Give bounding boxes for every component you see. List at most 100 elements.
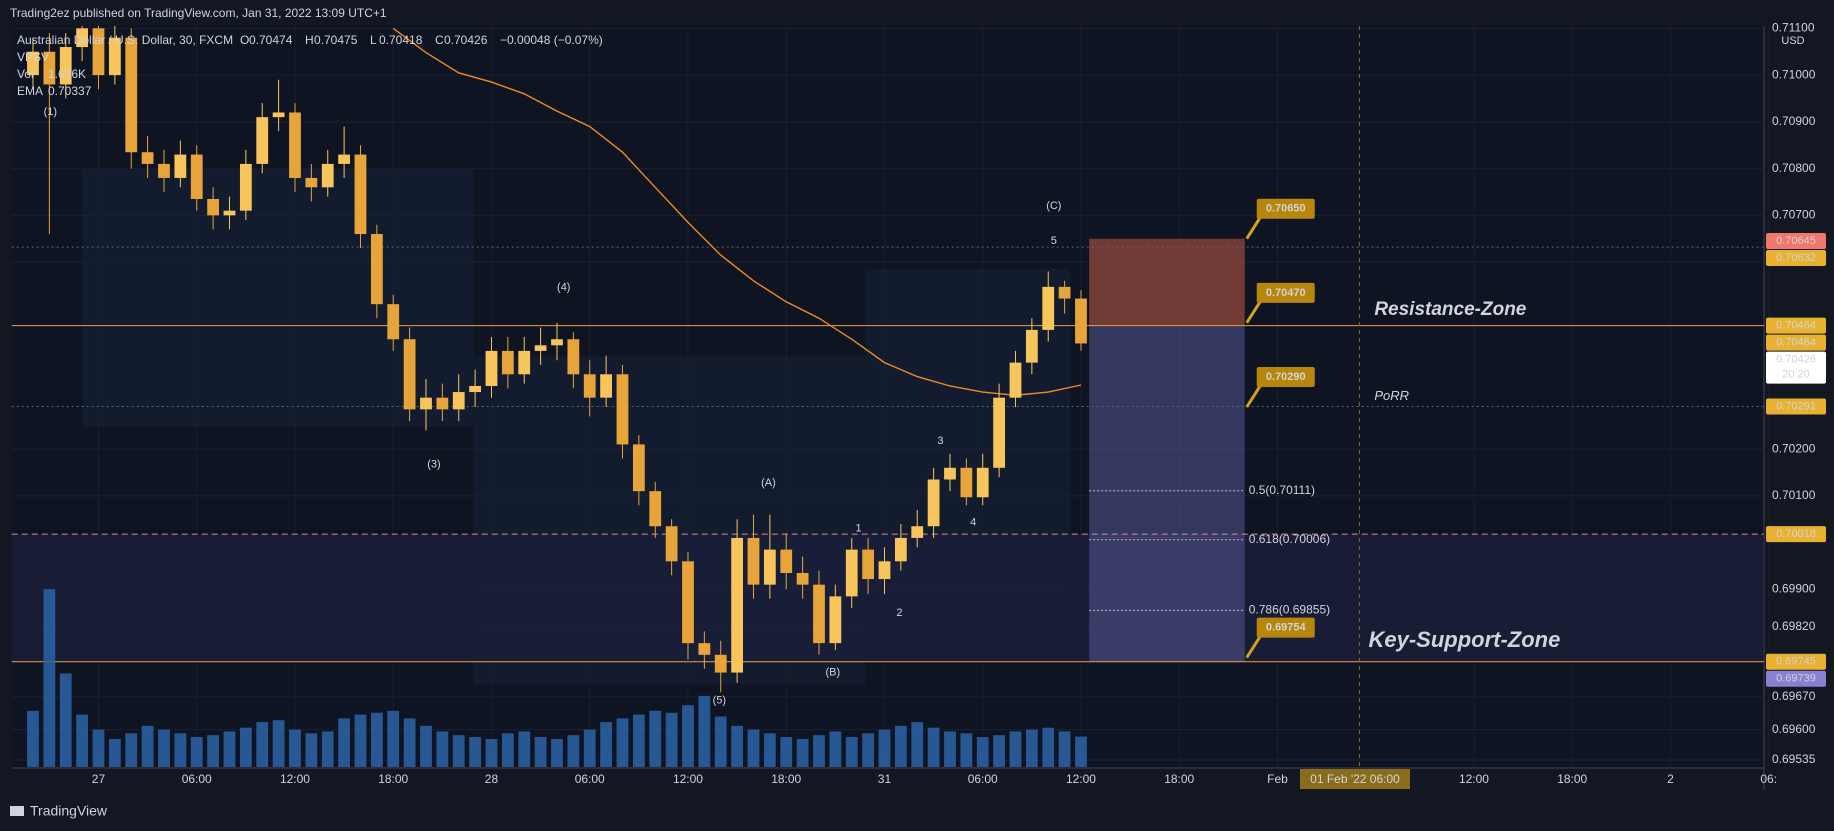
- volume-bar: [780, 737, 793, 767]
- candle-body: [845, 549, 858, 597]
- header-text: Trading2ez published on TradingView.com,…: [10, 6, 387, 20]
- wave-annotation: 5: [1051, 235, 1057, 247]
- price-tag-label: 0.70291: [1776, 400, 1816, 412]
- volume-bar: [567, 735, 580, 767]
- wave-annotation: Key-Support-Zone: [1368, 627, 1560, 652]
- volume-bar: [27, 710, 39, 767]
- price-tag: [1766, 653, 1826, 670]
- candle-body: [436, 397, 449, 410]
- candle-body: [1042, 286, 1055, 330]
- callout-label: 0.70650: [1266, 203, 1306, 215]
- candle-body: [420, 397, 432, 410]
- target-zone: [1089, 325, 1245, 662]
- volume-bar: [829, 731, 842, 767]
- indicator-value: 1.626K: [48, 67, 86, 81]
- callout-label: 0.70470: [1266, 287, 1306, 299]
- candle-body: [27, 51, 39, 76]
- candle-body: [501, 350, 514, 375]
- volume-bar: [600, 722, 613, 767]
- candle-body: [239, 163, 252, 211]
- callout-pointer: [1245, 384, 1262, 408]
- volume-bar: [894, 725, 907, 767]
- quote-change: −0.00048 (−0.07%): [500, 33, 603, 47]
- candle-body: [551, 339, 563, 346]
- fib-label: 0.786(0.69855): [1249, 603, 1330, 617]
- y-tick-label: 0.69535: [1772, 752, 1816, 766]
- volume-bar: [387, 710, 400, 767]
- quote-label: H: [305, 33, 314, 47]
- y-tick-label: 0.70100: [1772, 488, 1816, 502]
- volume-bar: [927, 727, 940, 767]
- candle-body: [125, 37, 138, 153]
- price-tag: [1766, 670, 1826, 687]
- volume-bar: [436, 731, 449, 767]
- volume-bar: [158, 729, 170, 767]
- logo-mark: [10, 806, 24, 816]
- currency-label: USD: [1781, 35, 1804, 47]
- candle-body: [321, 163, 334, 188]
- footer-brand[interactable]: TradingView: [30, 803, 108, 819]
- candle-body: [829, 596, 842, 644]
- volume-bar: [993, 735, 1006, 767]
- price-tag-countdown: 20:20: [1782, 369, 1810, 381]
- volume-bar: [583, 729, 596, 767]
- quote-value: 0.70418: [379, 33, 423, 47]
- x-tick-label: 31: [878, 772, 892, 786]
- candle-body: [1025, 329, 1038, 363]
- candle-body: [338, 154, 351, 164]
- y-tick-label: 0.71100: [1772, 21, 1815, 35]
- candle-body: [223, 210, 236, 216]
- quote-value: 0.70426: [444, 33, 488, 47]
- volume-bar: [305, 733, 318, 767]
- candle-body: [600, 374, 613, 398]
- volume-bar: [518, 731, 531, 767]
- candle-body: [59, 47, 72, 85]
- x-tick-label: 12:00: [280, 772, 310, 786]
- candle-body: [469, 385, 482, 393]
- volume-bar: [1009, 731, 1022, 767]
- price-tag-label: 0.70464: [1776, 337, 1816, 349]
- volume-bar: [239, 727, 252, 767]
- wave-annotation: PoRR: [1374, 388, 1409, 403]
- x-tick-label: 06:: [1760, 772, 1777, 786]
- volume-bar: [485, 738, 498, 767]
- candle-body: [190, 154, 203, 199]
- candle-body: [632, 444, 645, 492]
- volume-bar: [960, 733, 973, 767]
- candle-body: [272, 112, 285, 118]
- volume-bar: [682, 705, 694, 767]
- candle-body: [911, 526, 924, 538]
- volume-bar: [370, 712, 383, 767]
- volume-bar: [976, 737, 989, 767]
- candle-body: [452, 392, 465, 410]
- y-tick-label: 0.69820: [1772, 619, 1816, 633]
- candle-body: [387, 304, 400, 340]
- volume-bar: [1025, 729, 1038, 767]
- volume-bar: [59, 673, 72, 767]
- x-tick-label: 06:00: [968, 772, 998, 786]
- volume-bar: [878, 729, 891, 767]
- callout-pointer: [1245, 215, 1262, 240]
- candle-body: [993, 397, 1006, 468]
- y-tick-label: 0.71000: [1772, 67, 1816, 81]
- y-tick-label: 0.70800: [1772, 161, 1816, 175]
- volume-bar: [534, 737, 547, 767]
- x-tick-label: 18:00: [378, 772, 408, 786]
- candle-body: [813, 584, 825, 644]
- volume-bar: [632, 714, 645, 767]
- candle-body: [583, 374, 596, 398]
- volume-bar: [321, 731, 334, 767]
- volume-bar: [223, 731, 236, 767]
- wave-annotation: Resistance-Zone: [1374, 299, 1526, 320]
- candle-body: [944, 467, 956, 480]
- quote-label: C: [435, 33, 444, 47]
- indicator-name: VPSV: [17, 50, 49, 64]
- x-tick-label: 12:00: [1459, 772, 1489, 786]
- wave-annotation: 4: [970, 517, 976, 529]
- candle-body: [485, 350, 498, 386]
- volume-bar: [420, 725, 432, 767]
- volume-bar: [763, 733, 776, 767]
- volume-bar: [338, 718, 351, 767]
- wave-annotation: (1): [44, 106, 57, 118]
